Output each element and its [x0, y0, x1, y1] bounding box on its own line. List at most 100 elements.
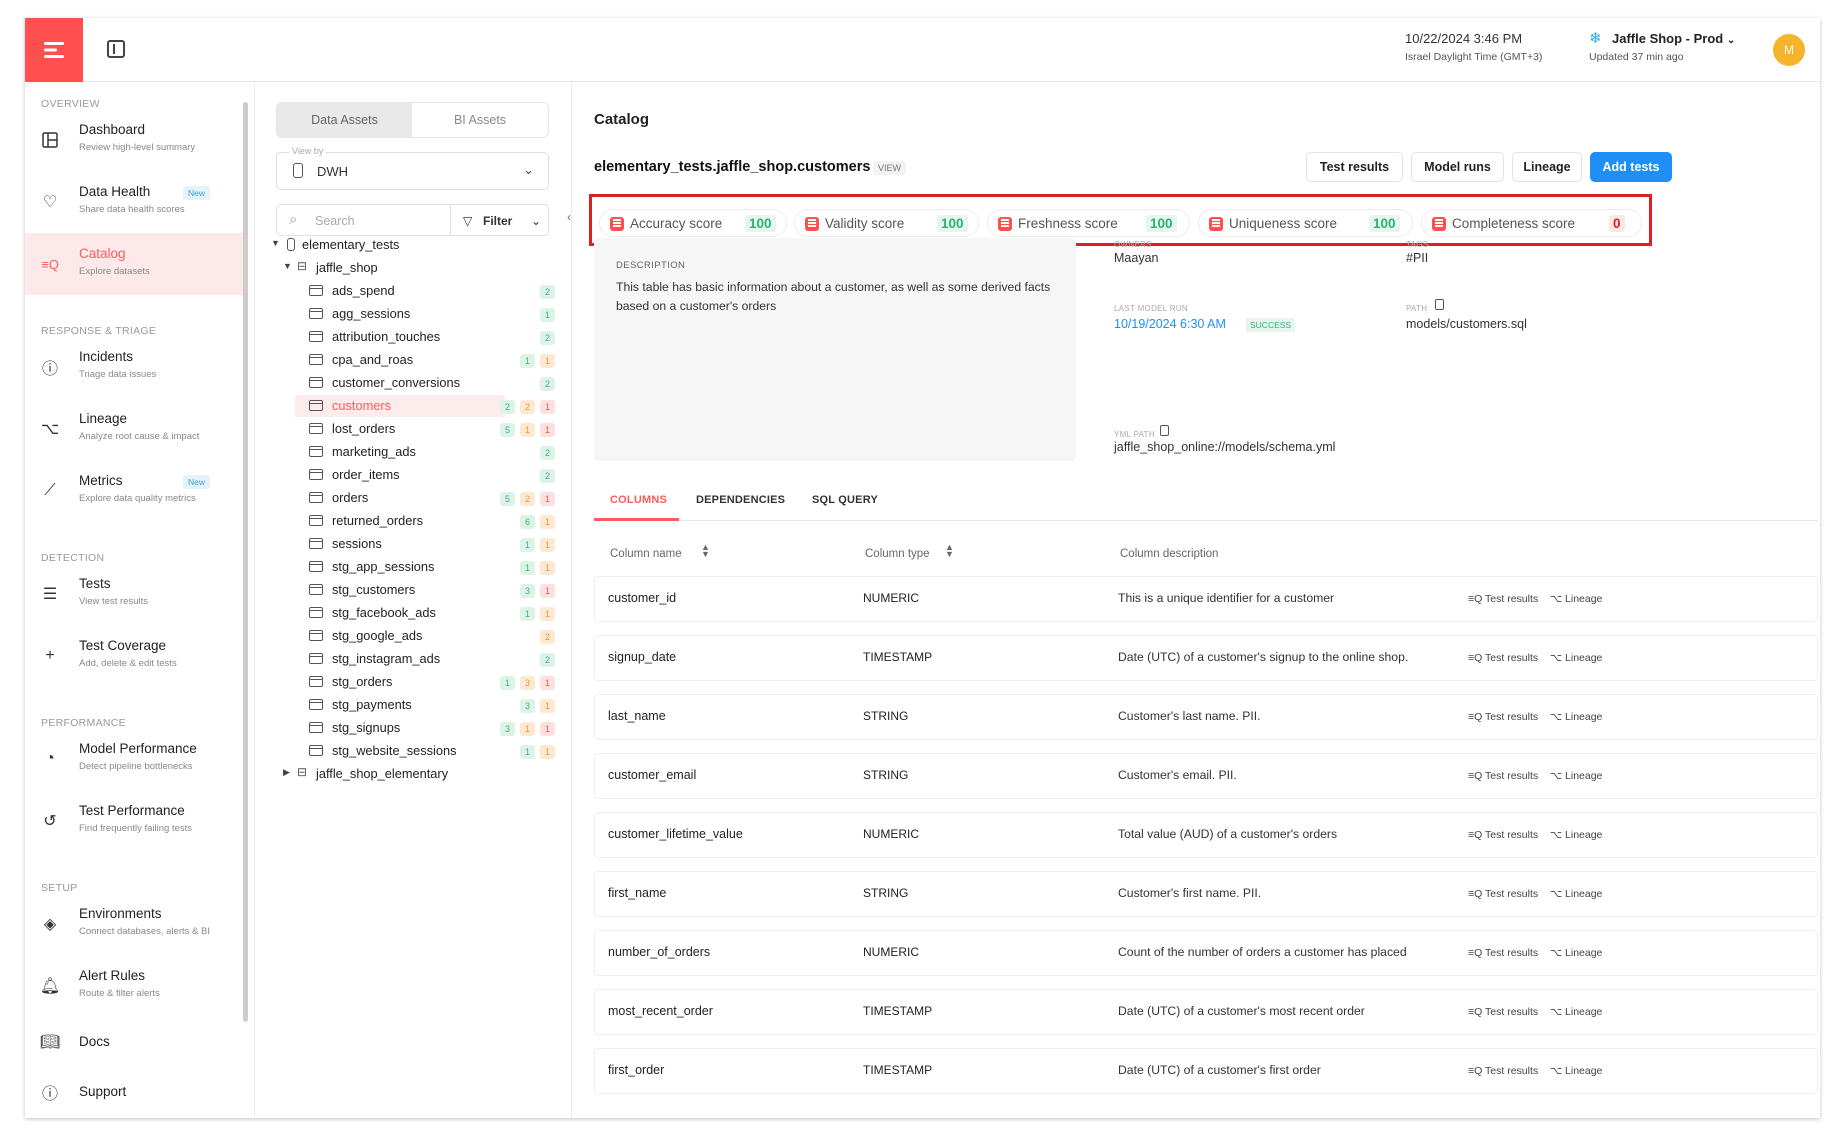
row-test-results-link[interactable]: ≡Q Test results: [1468, 1065, 1538, 1077]
row-test-results-link[interactable]: ≡Q Test results: [1468, 829, 1538, 841]
tree-node-table[interactable]: stg_signups 3 1 1: [295, 717, 555, 739]
view-by-select[interactable]: View by DWH ⌄: [276, 146, 549, 190]
table-row[interactable]: last_name STRING Customer's last name. PII…: [594, 694, 1818, 740]
table-row[interactable]: customer_email STRING Customer's email. PI…: [594, 753, 1818, 799]
test-results-button[interactable]: Test results: [1306, 152, 1403, 182]
sidebar-item-catalog[interactable]: ≡Q Catalog Explore datasets: [25, 233, 247, 295]
sidebar-item-dashboard[interactable]: Dashboard Review high-level summary: [25, 109, 247, 171]
tree-node-dataset[interactable]: ▶ ⊟ jaffle_shop_elementary: [265, 763, 565, 785]
table-row[interactable]: most_recent_order TIMESTAMP Date (UTC) of …: [594, 989, 1818, 1035]
row-lineage-link[interactable]: ⌥ Lineage: [1550, 947, 1602, 959]
tree-node-table[interactable]: cpa_and_roas 1 1: [295, 349, 555, 371]
row-test-results-link[interactable]: ≡Q Test results: [1468, 593, 1538, 605]
tree-node-dataset[interactable]: ▼ ⊟ jaffle_shop: [265, 257, 565, 279]
row-test-results-link[interactable]: ≡Q Test results: [1468, 947, 1538, 959]
last-run-value[interactable]: 10/19/2024 6:30 AM: [1114, 317, 1226, 331]
row-test-results-link[interactable]: ≡Q Test results: [1468, 770, 1538, 782]
tree-node-table[interactable]: stg_website_sessions 1 1: [295, 740, 555, 762]
sidebar-item-support[interactable]: ⓘ Support: [25, 1067, 247, 1117]
sidebar-item-tests[interactable]: ☰ Tests View test results: [25, 563, 247, 625]
row-lineage-link[interactable]: ⌥ Lineage: [1550, 593, 1602, 605]
sidebar-item-environments[interactable]: ◈ Environments Connect databases, alerts…: [25, 893, 247, 955]
tree-node-table[interactable]: stg_customers 3 1: [295, 579, 555, 601]
tree-node-schema[interactable]: ▼ elementary_tests: [265, 234, 565, 256]
tree-node-table[interactable]: stg_app_sessions 1 1: [295, 556, 555, 578]
row-lineage-link[interactable]: ⌥ Lineage: [1550, 1006, 1602, 1018]
tree-node-table[interactable]: stg_orders 1 3 1: [295, 671, 555, 693]
environment-selector[interactable]: Jaffle Shop - Prod ⌄: [1612, 31, 1735, 46]
tree-node-table[interactable]: stg_payments 3 1: [295, 694, 555, 716]
copy-icon[interactable]: [1435, 299, 1444, 310]
row-lineage-link[interactable]: ⌥ Lineage: [1550, 770, 1602, 782]
row-lineage-link[interactable]: ⌥ Lineage: [1550, 711, 1602, 723]
column-header-type[interactable]: Column type: [865, 548, 930, 560]
table-row[interactable]: number_of_orders NUMERIC Count of the numb…: [594, 930, 1818, 976]
sidebar-item-data-health[interactable]: ♡ Data Health New Share data health scor…: [25, 171, 247, 233]
column-header-name[interactable]: Column name: [610, 548, 682, 560]
row-lineage-link[interactable]: ⌥ Lineage: [1550, 1065, 1602, 1077]
score-chip-freshness[interactable]: Freshness score 100: [987, 209, 1190, 237]
tab-columns[interactable]: COLUMNS: [610, 494, 668, 506]
copy-icon[interactable]: [1160, 425, 1169, 436]
sidebar-item-test-coverage[interactable]: + Test Coverage Add, delete & edit tests: [25, 625, 247, 687]
collapse-panel-icon[interactable]: ‹: [567, 210, 571, 224]
score-chip-accuracy[interactable]: Accuracy score 100: [599, 209, 787, 237]
last-updated: Updated 37 min ago: [1589, 51, 1684, 63]
add-tests-button[interactable]: Add tests: [1590, 152, 1672, 182]
model-runs-button[interactable]: Model runs: [1411, 152, 1504, 182]
tree-node-table[interactable]: agg_sessions 1: [295, 303, 555, 325]
table-row[interactable]: first_order TIMESTAMP Date (UTC) of a cust…: [594, 1048, 1818, 1094]
score-chip-completeness[interactable]: Completeness score 0: [1421, 209, 1642, 237]
sidebar-scrollbar[interactable]: [243, 102, 248, 1022]
tree-node-table[interactable]: sessions 1 1: [295, 533, 555, 555]
tree-node-table[interactable]: stg_google_ads 2: [295, 625, 555, 647]
tree-node-table[interactable]: order_items 2: [295, 464, 555, 486]
sidebar-item-lineage[interactable]: ⌥ Lineage Analyze root cause & impact: [25, 398, 247, 460]
table-row[interactable]: first_name STRING Customer's first name. P…: [594, 871, 1818, 917]
row-test-results-link[interactable]: ≡Q Test results: [1468, 652, 1538, 664]
table-row[interactable]: customer_id NUMERIC This is a unique ident…: [594, 576, 1818, 622]
score-chip-validity[interactable]: Validity score 100: [794, 209, 979, 237]
sidebar-item-test-performance[interactable]: ↺ Test Performance Find frequently faili…: [25, 790, 247, 852]
tree-node-table[interactable]: returned_orders 6 1: [295, 510, 555, 532]
logo[interactable]: [25, 18, 83, 82]
row-test-results-link[interactable]: ≡Q Test results: [1468, 1006, 1538, 1018]
tree-node-table[interactable]: ads_spend 2: [295, 280, 555, 302]
sort-icon[interactable]: ▲ ▼: [945, 542, 954, 559]
tree-node-table[interactable]: orders 5 2 1: [295, 487, 555, 509]
row-test-results-link[interactable]: ≡Q Test results: [1468, 888, 1538, 900]
avatar[interactable]: M: [1773, 34, 1805, 66]
tab-bi-assets[interactable]: BI Assets: [453, 113, 507, 127]
score-chip-uniqueness[interactable]: Uniqueness score 100: [1198, 209, 1413, 237]
tree-search-input[interactable]: ⌕ Search: [276, 204, 451, 236]
tree-node-table[interactable]: attribution_touches 2: [295, 326, 555, 348]
row-lineage-link[interactable]: ⌥ Lineage: [1550, 829, 1602, 841]
snowflake-icon: ❄: [1589, 30, 1602, 47]
tree-node-table[interactable]: marketing_ads 2: [295, 441, 555, 463]
sidebar-toggle-icon[interactable]: [107, 40, 125, 58]
tree-node-table[interactable]: customers 2 2 1: [295, 395, 555, 417]
sidebar-item-model-performance[interactable]: ◔ Model Performance Detect pipeline bott…: [25, 728, 247, 790]
sidebar-item-docs[interactable]: 📖︎ Docs: [25, 1017, 247, 1067]
lineage-button[interactable]: Lineage: [1512, 152, 1582, 182]
tree-node-table[interactable]: customer_conversions 2: [295, 372, 555, 394]
catalog-icon: ≡Q: [1468, 652, 1486, 664]
filter-button[interactable]: ▽ Filter ⌄: [450, 204, 549, 236]
row-test-results-link[interactable]: ≡Q Test results: [1468, 711, 1538, 723]
tree-node-table[interactable]: stg_instagram_ads 2: [295, 648, 555, 670]
elementary-icon: [610, 217, 624, 231]
sidebar-item-incidents[interactable]: ⓘ Incidents Triage data issues: [25, 336, 247, 398]
sort-icon[interactable]: ▲ ▼: [701, 542, 710, 559]
table-row[interactable]: customer_lifetime_value NUMERIC Total valu…: [594, 812, 1818, 858]
sidebar-item-metrics[interactable]: ⟋ Metrics New Explore data quality metri…: [25, 460, 247, 522]
tree-node-table[interactable]: stg_facebook_ads 1 1: [295, 602, 555, 624]
tree-node-table[interactable]: lost_orders 5 1 1: [295, 418, 555, 440]
row-lineage-link[interactable]: ⌥ Lineage: [1550, 888, 1602, 900]
row-lineage-link[interactable]: ⌥ Lineage: [1550, 652, 1602, 664]
table-row[interactable]: signup_date TIMESTAMP Date (UTC) of a cust…: [594, 635, 1818, 681]
sidebar-item-alert-rules[interactable]: 🔔︎ Alert Rules Route & filter alerts: [25, 955, 247, 1017]
tab-data-assets[interactable]: Data Assets: [277, 103, 412, 137]
tree-node-label: stg_app_sessions: [332, 559, 435, 574]
tab-sql-query[interactable]: SQL QUERY: [812, 494, 878, 506]
tab-dependencies[interactable]: DEPENDENCIES: [696, 494, 786, 506]
